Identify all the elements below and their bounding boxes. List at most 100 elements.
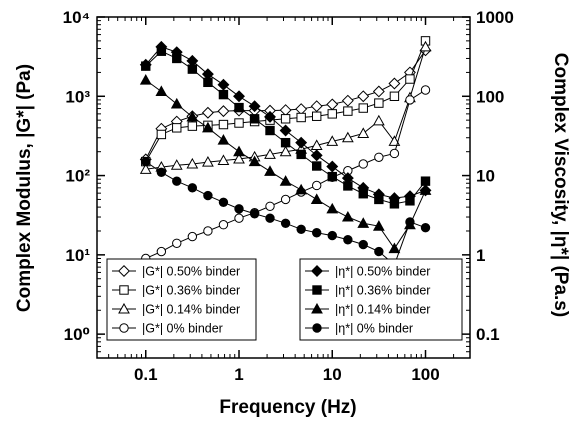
data-point (187, 183, 198, 193)
data-point (202, 121, 214, 133)
data-point (405, 95, 415, 105)
data-point (187, 231, 198, 242)
data-point (405, 217, 415, 227)
data-point (389, 199, 400, 209)
x-tick-label: 10 (323, 365, 342, 384)
data-point (141, 61, 151, 71)
legend-label: |η*| 0.14% binder (335, 303, 430, 317)
data-point (357, 217, 370, 228)
data-point (343, 181, 353, 191)
data-point (156, 129, 167, 140)
y-right-tick-label: 10 (476, 167, 495, 186)
y-left-tick-label: 10² (65, 167, 90, 186)
data-point (218, 220, 229, 230)
data-point (372, 85, 385, 98)
data-point (311, 111, 322, 121)
data-point (156, 167, 167, 177)
data-point (358, 239, 368, 250)
data-point (187, 121, 198, 131)
data-point (358, 103, 368, 113)
y-left-tick-label: 10⁰ (64, 325, 90, 344)
data-point (279, 175, 292, 186)
data-point (374, 194, 384, 205)
data-point (155, 85, 168, 97)
data-point (343, 106, 353, 116)
data-point (248, 100, 261, 113)
data-point (203, 190, 213, 201)
data-point (295, 136, 308, 149)
data-point (280, 218, 291, 228)
data-point (187, 64, 198, 74)
legend-left-box (106, 258, 257, 341)
series-5 (141, 46, 431, 209)
x-tick-label: 0.1 (134, 365, 158, 384)
data-point (156, 246, 167, 257)
legend-label: |G*| 0.14% binder (142, 303, 240, 317)
data-point (264, 165, 276, 176)
legend-label: |η*| 0.50% binder (335, 265, 430, 279)
legend-label: |G*| 0.36% binder (142, 284, 240, 298)
axis-layer: 0.1 1 10 100 10⁰ 10¹ 10² 10³ 10⁴ 0.1 1 10 100 1000 (63, 8, 514, 384)
legend-label: |G*| 0.50% binder (142, 265, 240, 279)
data-point (172, 176, 182, 186)
data-point (388, 77, 401, 90)
data-point (141, 156, 151, 167)
data-point (172, 238, 182, 248)
legend-label: |η*| 0% binder (335, 322, 413, 336)
data-point (265, 201, 275, 211)
data-point (341, 94, 354, 107)
data-point (311, 180, 322, 191)
data-point (248, 155, 261, 167)
y-left-tick-label: 10⁴ (63, 8, 90, 27)
data-point (327, 171, 337, 182)
y-right-tick-label: 1 (476, 246, 485, 265)
data-point (233, 152, 245, 164)
data-point (280, 137, 291, 148)
data-point (234, 204, 244, 214)
data-point (233, 90, 245, 103)
data-point (218, 119, 229, 130)
data-point (326, 135, 339, 146)
legend-marker (311, 302, 323, 314)
data-point (172, 53, 182, 64)
legend-right-box (299, 258, 463, 341)
data-point (388, 242, 401, 254)
data-point (374, 246, 384, 257)
legend-label: |G*| 0% binder (142, 322, 223, 336)
data-point (295, 183, 308, 195)
data-point (217, 134, 230, 145)
data-point (280, 114, 291, 124)
data-point (311, 228, 322, 238)
x-axis-label: Frequency (Hz) (219, 397, 356, 418)
y-right-tick-label: 1000 (476, 8, 514, 27)
data-point (311, 161, 322, 171)
data-point (405, 196, 415, 206)
data-point (341, 131, 354, 143)
data-point (310, 193, 323, 204)
data-point (233, 145, 245, 157)
data-point (357, 127, 370, 138)
data-point (249, 209, 260, 219)
y-left-tick-label: 10¹ (65, 246, 90, 265)
y-axis-left-label: Complex Modulus, |G*| (Pa) (14, 64, 35, 312)
data-point (358, 159, 368, 169)
data-point (310, 100, 323, 113)
data-point (202, 155, 214, 167)
series-6 (139, 74, 432, 254)
data-point (327, 230, 337, 241)
data-point (139, 74, 152, 85)
data-point (374, 152, 384, 162)
data-point (296, 149, 306, 160)
data-point (264, 148, 276, 159)
data-point (156, 46, 167, 56)
legend-marker (118, 265, 130, 277)
data-point (234, 118, 244, 128)
y-right-tick-label: 0.1 (476, 325, 500, 344)
data-point (296, 224, 306, 235)
data-point (186, 110, 199, 122)
data-point (372, 114, 385, 126)
legend-label: |η*| 0.36% binder (335, 284, 430, 298)
data-point (203, 226, 213, 236)
data-point (420, 176, 431, 186)
